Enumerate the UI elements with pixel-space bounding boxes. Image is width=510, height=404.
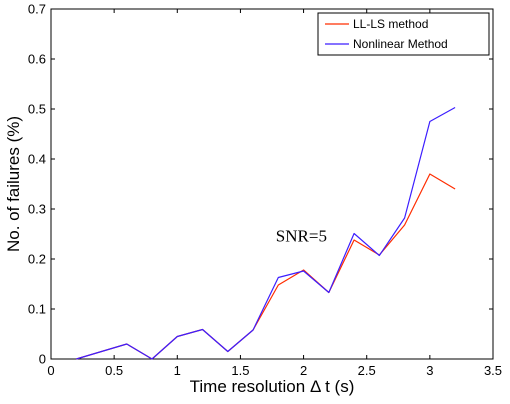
y-tick-label: 0.6 <box>28 52 46 67</box>
y-axis-title: No. of failures (%) <box>4 116 23 252</box>
y-tick-label: 0.2 <box>28 252 46 267</box>
x-tick-label: 2.5 <box>358 363 376 378</box>
plot-area <box>50 8 494 360</box>
snr-annotation: SNR=5 <box>276 227 327 246</box>
x-axis-title: Time resolution Δ t (s) <box>190 377 355 396</box>
x-tick-label: 2 <box>300 363 307 378</box>
y-tick-label: 0.3 <box>28 202 46 217</box>
y-tick-label: 0.4 <box>28 152 46 167</box>
y-tick-label: 0.5 <box>28 102 46 117</box>
tick-layer: 0 0.5 1 1.5 2 2.5 3 3.5 0 0.1 0.2 0.3 0.4 0.5 0.6 0.7 <box>28 2 502 379</box>
y-tick-label: 0 <box>39 352 46 367</box>
legend-label-ll-ls: LL-LS method <box>353 17 428 31</box>
legend-label-nonlinear: Nonlinear Method <box>353 37 448 51</box>
legend-box <box>317 12 490 56</box>
x-tick-label: 0 <box>47 363 54 378</box>
y-tick-label: 0.7 <box>28 2 46 17</box>
x-tick-label: 3.5 <box>484 363 502 378</box>
series-layer <box>76 106 456 360</box>
legend: LL-LS method Nonlinear Method <box>317 12 490 56</box>
series-line-nonlinear <box>76 106 456 360</box>
x-tick-label: 1 <box>174 363 181 378</box>
x-tick-label: 0.5 <box>105 363 123 378</box>
x-tick-label: 1.5 <box>231 363 249 378</box>
y-tick-label: 0.1 <box>28 302 46 317</box>
x-tick-label: 3 <box>426 363 433 378</box>
